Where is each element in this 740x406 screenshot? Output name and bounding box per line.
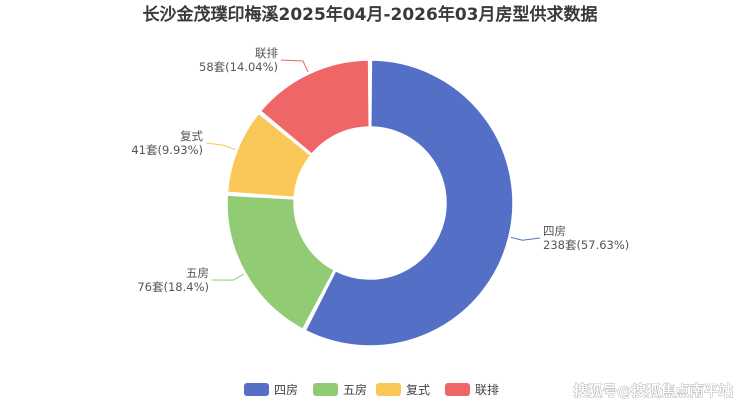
label-line-五房 <box>211 273 244 281</box>
slice-label-name-复式: 复式 <box>180 129 203 143</box>
legend-swatch-五房[interactable] <box>313 383 338 396</box>
slice-label-name-五房: 五房 <box>186 266 209 280</box>
legend-swatch-复式[interactable] <box>376 383 401 396</box>
slice-label-value-五房: 76套(18.4%) <box>137 280 209 294</box>
label-line-联排 <box>280 59 309 73</box>
chart-title: 长沙金茂璞印梅溪2025年04月-2026年03月房型供求数据 <box>143 4 598 25</box>
slice-label-name-四房: 四房 <box>543 224 566 238</box>
legend-label-联排[interactable]: 联排 <box>475 383 499 397</box>
slice-label-value-四房: 238套(57.63%) <box>543 238 629 252</box>
watermark: 搜狐号@搜狐焦点南平站 <box>574 382 734 400</box>
slice-五房[interactable] <box>226 194 336 330</box>
legend: 四房 五房 复式 联排 <box>244 382 499 397</box>
slice-label-value-联排: 58套(14.04%) <box>199 60 278 74</box>
label-line-复式 <box>205 142 236 151</box>
slice-复式[interactable] <box>226 112 312 199</box>
slice-联排[interactable] <box>259 59 370 155</box>
slice-label-value-复式: 41套(9.93%) <box>131 143 203 157</box>
legend-swatch-联排[interactable] <box>445 383 470 396</box>
legend-label-五房[interactable]: 五房 <box>343 382 367 397</box>
slice-label-name-联排: 联排 <box>255 46 278 60</box>
donut-slices <box>226 59 514 347</box>
legend-label-四房[interactable]: 四房 <box>274 382 298 397</box>
legend-label-复式[interactable]: 复式 <box>406 383 430 397</box>
legend-swatch-四房[interactable] <box>244 383 269 396</box>
label-line-四房 <box>510 236 541 241</box>
slice-四房[interactable] <box>304 59 514 347</box>
